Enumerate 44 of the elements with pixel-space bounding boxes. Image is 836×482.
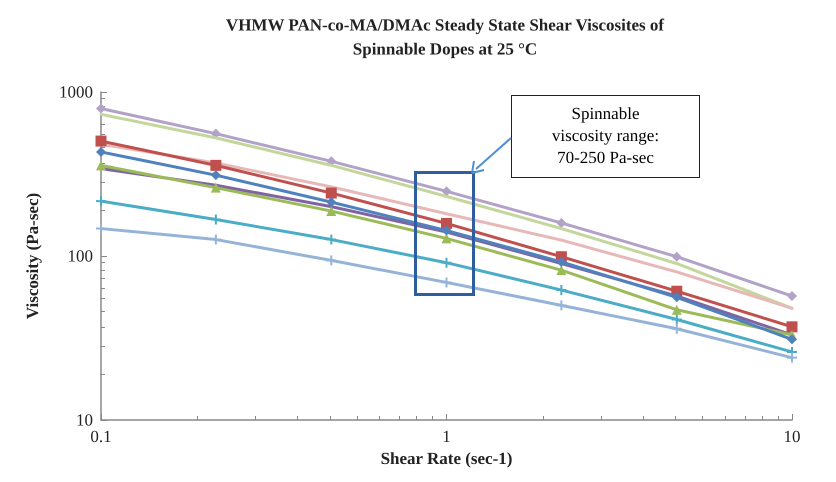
y-tick-label: 10 bbox=[76, 410, 93, 430]
point bbox=[326, 206, 336, 216]
x-tick-label: 10 bbox=[784, 427, 800, 446]
point bbox=[96, 136, 106, 147]
point bbox=[210, 213, 222, 226]
point bbox=[787, 291, 797, 302]
point bbox=[442, 186, 452, 196]
point bbox=[325, 234, 338, 246]
point bbox=[210, 170, 221, 180]
point bbox=[555, 284, 568, 296]
y-tick-label: 100 bbox=[68, 246, 93, 266]
point bbox=[210, 160, 222, 171]
point bbox=[95, 195, 107, 208]
point bbox=[96, 104, 106, 114]
point bbox=[442, 226, 452, 236]
point bbox=[440, 256, 452, 269]
point bbox=[786, 321, 798, 332]
point bbox=[210, 182, 221, 193]
point bbox=[442, 233, 452, 244]
point bbox=[95, 222, 107, 235]
point bbox=[555, 299, 568, 312]
point bbox=[672, 252, 682, 262]
point bbox=[326, 188, 337, 199]
point bbox=[556, 265, 566, 276]
point bbox=[556, 256, 566, 267]
x-tick-label: 1 bbox=[442, 427, 451, 446]
point bbox=[672, 304, 682, 315]
point bbox=[96, 160, 106, 170]
x-axis-title: Shear Rate (sec-1) bbox=[380, 449, 512, 468]
point bbox=[670, 314, 683, 326]
x-tick-label: 0.1 bbox=[90, 427, 112, 446]
y-axis-title: Viscosity (Pa-sec) bbox=[23, 192, 42, 320]
point bbox=[325, 254, 338, 266]
point bbox=[96, 146, 106, 157]
chart-title: VHMW PAN-co-MA/DMAc Steady State Shear Viscosites of Spinnable Dopes at 25 °C bbox=[226, 16, 664, 58]
point bbox=[670, 322, 683, 335]
point bbox=[440, 276, 452, 288]
point bbox=[786, 352, 798, 364]
point bbox=[556, 218, 566, 228]
point bbox=[326, 197, 336, 208]
y-tick-label: 1000 bbox=[59, 82, 93, 102]
text-box: Spinnable viscosity range: 70-250 Pa-sec bbox=[511, 95, 700, 178]
point bbox=[672, 292, 682, 302]
point bbox=[787, 334, 797, 344]
